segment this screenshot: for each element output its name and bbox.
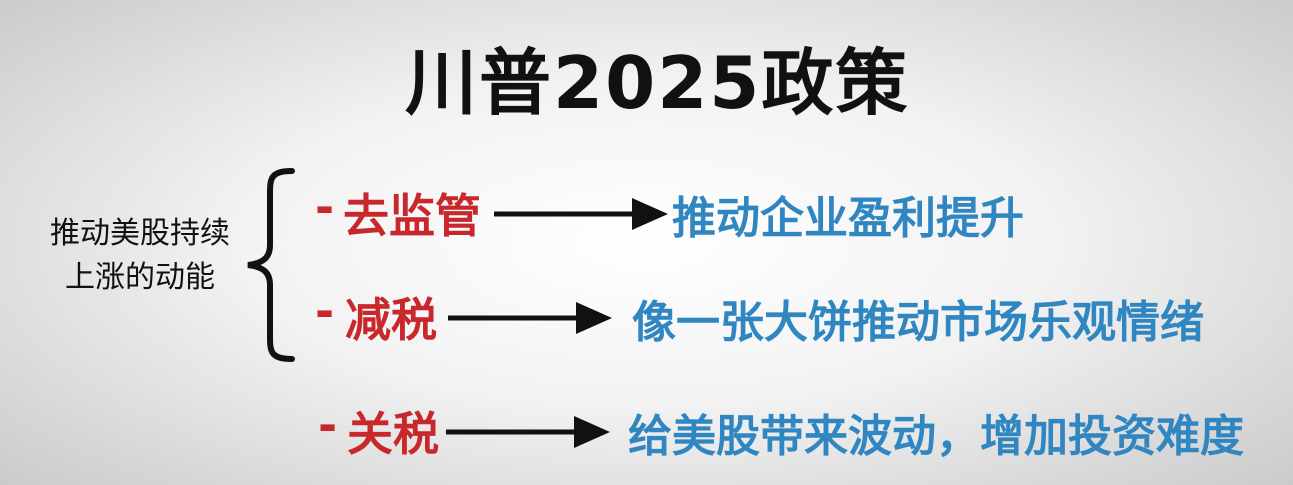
context-label: 推动美股持续 上涨的动能 [40, 212, 240, 300]
policy-dash: - [318, 398, 338, 452]
arrow-right-icon [494, 198, 668, 230]
left-brace-icon [247, 168, 295, 362]
context-label-line1: 推动美股持续 [50, 216, 230, 251]
effect-label: 给美股带来波动，增加投资难度 [628, 411, 1244, 462]
policy-row-tax-cut: - 减税 像一张大饼推动市场乐观情绪 [0, 284, 1293, 354]
page-title: 川普2025政策 [405, 41, 910, 125]
policy-row-deregulation: - 去监管 推动企业盈利提升 [0, 180, 1293, 250]
policy-label: 去监管 [343, 189, 481, 243]
policy-row-tariff: - 关税 给美股带来波动，增加投资难度 [0, 398, 1293, 468]
effect-label: 像一张大饼推动市场乐观情绪 [632, 297, 1204, 348]
effect-label: 推动企业盈利提升 [672, 193, 1024, 244]
arrow-right-icon [448, 302, 612, 334]
policy-dash: - [315, 180, 335, 234]
policy-dash: - [315, 284, 335, 338]
arrow-right-icon [446, 416, 610, 448]
policy-label: 减税 [345, 293, 437, 347]
context-label-line2: 上涨的动能 [65, 260, 215, 295]
policy-label: 关税 [347, 407, 439, 461]
